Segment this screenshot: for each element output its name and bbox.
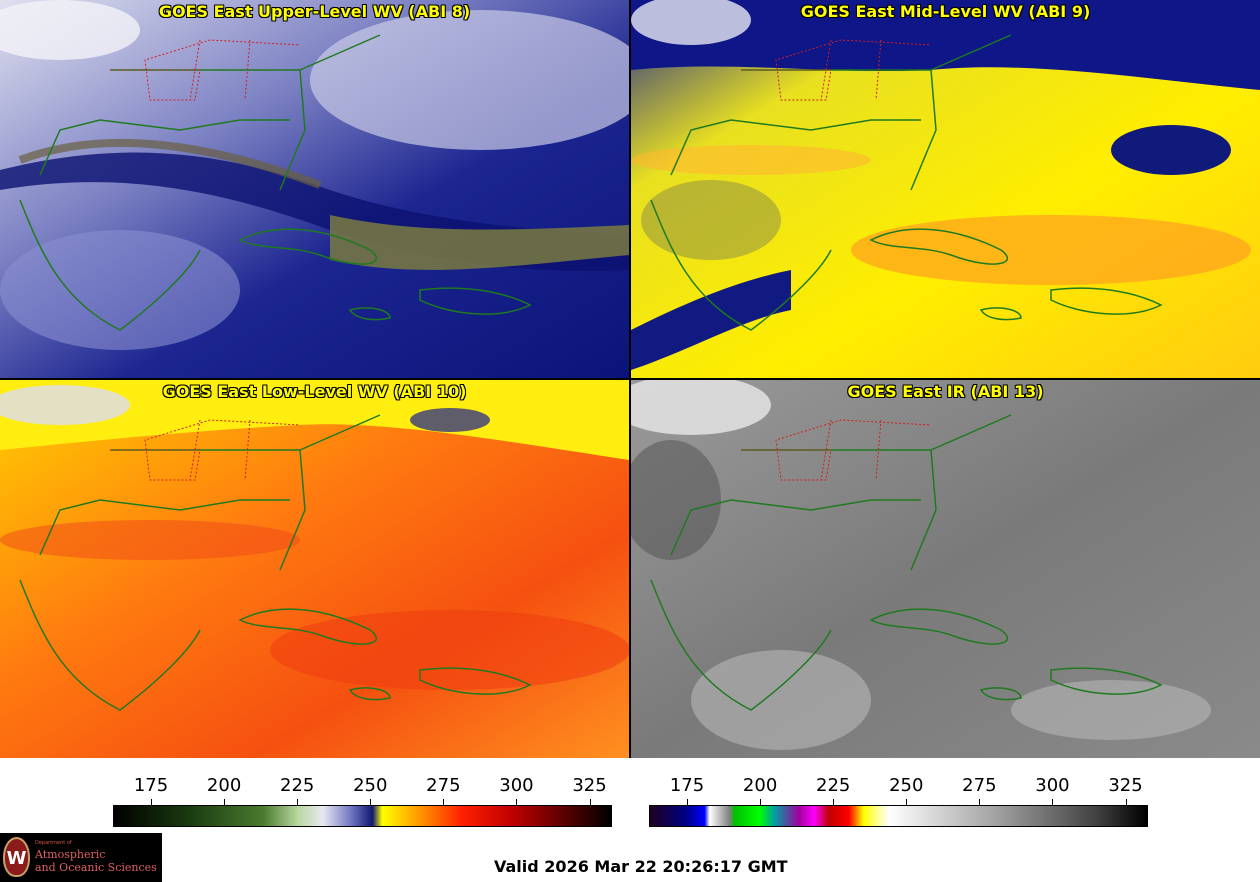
wv-tick-mark <box>516 799 518 805</box>
panel-title: GOES East IR (ABI 13) <box>847 382 1044 401</box>
panel-title: GOES East Upper-Level WV (ABI 8) <box>158 2 471 21</box>
wv-tick-mark <box>151 799 152 805</box>
uw-seal-icon: W <box>3 837 30 877</box>
ir-tick-label: 175 <box>669 775 705 796</box>
panel-title: GOES East Low-Level WV (ABI 10) <box>162 382 467 401</box>
wv-tick-mark <box>370 799 372 805</box>
aos-logo: W Department of Atmospheric and Oceanic … <box>0 833 162 882</box>
wv-tick-label: 325 <box>572 775 607 796</box>
ir-tick-label: 225 <box>815 775 851 796</box>
ir-tick-label: 250 <box>889 775 924 796</box>
low-level-wv-panel: GOES East Low-Level WV (ABI 10) <box>0 380 629 758</box>
ir-panel: GOES East IR (ABI 13) <box>631 380 1260 758</box>
wv-tick-label: 275 <box>426 775 461 796</box>
low-level-wv-image <box>0 380 629 758</box>
upper-level-wv-panel: GOES East Upper-Level WV (ABI 8) <box>0 0 629 378</box>
wv-tick-label: 200 <box>206 775 242 796</box>
wv-tick-mark <box>443 799 445 805</box>
valid-time: Valid 2026 Mar 22 20:26:17 GMT <box>494 857 788 876</box>
panel-title: GOES East Mid-Level WV (ABI 9) <box>800 2 1091 21</box>
ir-tick-label: 200 <box>742 775 778 796</box>
ir-tick-label: 325 <box>1108 775 1143 796</box>
wv-colorbar-strip <box>113 805 612 827</box>
ir-colorbar-strip <box>649 805 1148 827</box>
wv-tick-label: 300 <box>499 775 534 796</box>
panel-divider-horizontal <box>0 378 1260 380</box>
mid-level-wv-panel: GOES East Mid-Level WV (ABI 9) <box>631 0 1260 378</box>
ir-tick-mark <box>979 799 981 805</box>
wv-tick-mark <box>224 799 226 805</box>
wv-tick-label: 250 <box>353 775 388 796</box>
ir-tick-mark <box>760 799 762 805</box>
wv-tick-mark <box>297 799 299 805</box>
wv-tick-mark <box>589 799 591 805</box>
ir-image <box>631 380 1260 758</box>
ir-tick-mark <box>906 799 908 805</box>
wv-tick-label: 225 <box>279 775 315 796</box>
mid-level-wv-image <box>631 0 1260 378</box>
logo-department: Department of <box>35 840 72 846</box>
ir-tick-mark <box>833 799 835 805</box>
ir-tick-mark <box>687 799 688 805</box>
ir-tick-label: 275 <box>962 775 997 796</box>
ir-tick-mark <box>1125 799 1127 805</box>
upper-level-wv-image <box>0 0 629 378</box>
logo-line-2: and Oceanic Sciences <box>35 861 157 874</box>
ir-tick-label: 300 <box>1035 775 1070 796</box>
wv-tick-label: 175 <box>133 775 169 796</box>
logo-line-1: Atmospheric <box>35 848 106 861</box>
ir-tick-mark <box>1052 799 1054 805</box>
